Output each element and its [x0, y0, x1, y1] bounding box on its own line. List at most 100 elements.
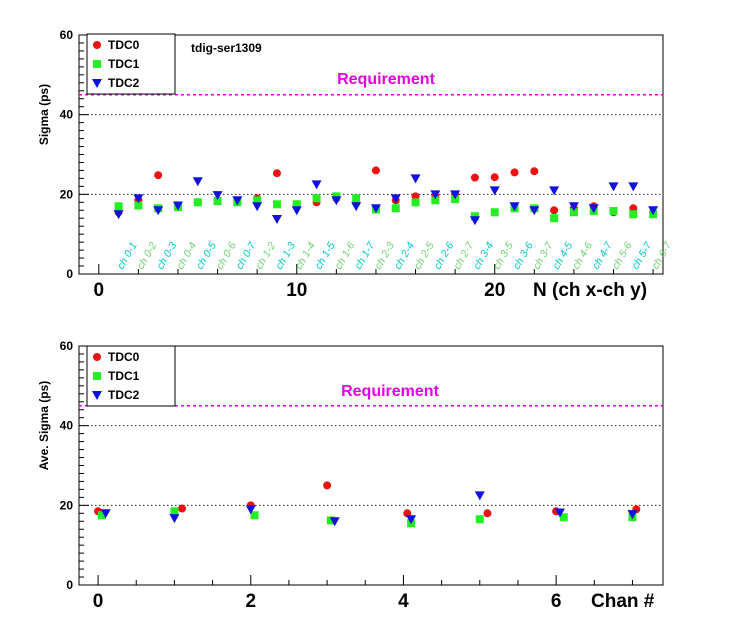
y-axis-label: Sigma (ps)	[37, 84, 51, 145]
x-axis-label: N (ch x-ch y)	[533, 280, 647, 301]
data-point-tdc1	[559, 513, 568, 522]
data-point-tdc2	[529, 206, 540, 216]
data-point-tdc1	[250, 511, 259, 520]
data-point-tdc1	[213, 197, 222, 206]
x-axis-label: Chan #	[591, 591, 655, 612]
data-point-tdc1	[475, 515, 484, 524]
requirement-label: Requirement	[341, 383, 439, 400]
data-point-tdc1	[629, 210, 638, 219]
data-point-tdc2	[100, 509, 111, 519]
legend-marker-tdc0	[93, 353, 101, 361]
data-point-tdc2	[648, 206, 659, 216]
data-point-tdc1	[609, 207, 618, 216]
y-tick-label: 40	[60, 108, 74, 122]
data-point-tdc0	[178, 504, 187, 513]
data-point-tdc1	[170, 507, 179, 516]
legend-box	[86, 345, 176, 407]
data-point-tdc2	[169, 514, 180, 524]
data-point-tdc2	[568, 202, 579, 212]
legend-marker-tdc2	[92, 391, 102, 400]
data-point-tdc0	[371, 166, 380, 175]
data-point-tdc2	[232, 196, 243, 206]
x-tick-label: 2	[245, 591, 256, 612]
requirement-label: Requirement	[337, 71, 435, 88]
data-point-tdc1	[391, 204, 400, 213]
data-point-tdc1	[253, 196, 262, 205]
data-point-tdc2	[245, 505, 256, 515]
data-point-tdc2	[430, 190, 441, 200]
data-point-tdc2	[554, 508, 565, 518]
legend-label: TDC2	[108, 76, 140, 90]
data-point-tdc2	[608, 182, 619, 192]
data-point-tdc0	[272, 169, 281, 178]
legend-marker-tdc0	[93, 41, 101, 49]
data-point-tdc0	[483, 509, 492, 518]
data-point-tdc2	[271, 215, 282, 225]
data-point-tdc1	[292, 200, 301, 209]
data-point-tdc1	[352, 194, 361, 203]
data-point-tdc0	[490, 173, 499, 182]
data-point-tdc2	[549, 186, 560, 196]
legend-box	[86, 33, 176, 95]
legend-marker-tdc2	[92, 79, 102, 88]
y-tick-label: 0	[66, 267, 73, 281]
y-axis-label: Ave. Sigma (ps)	[37, 381, 51, 471]
data-point-tdc1	[114, 202, 123, 211]
data-point-tdc2	[331, 196, 342, 206]
y-tick-label: 20	[60, 498, 74, 512]
y-tick-label: 60	[60, 28, 74, 42]
data-point-tdc2	[390, 194, 401, 204]
y-tick-label: 0	[66, 578, 73, 592]
data-point-tdc2	[450, 190, 461, 200]
data-point-tdc0	[530, 167, 539, 176]
data-point-tdc2	[489, 186, 500, 196]
data-point-tdc0	[470, 173, 479, 182]
chart-annotation: tdig-ser1309	[191, 41, 262, 55]
data-point-tdc2	[113, 210, 124, 220]
data-point-tdc2	[212, 191, 223, 201]
legend-marker-tdc1	[93, 60, 101, 68]
legend-label: TDC1	[108, 369, 140, 383]
data-point-tdc2	[351, 202, 362, 212]
data-point-tdc2	[192, 177, 203, 187]
data-point-tdc1	[134, 201, 143, 210]
data-point-tdc0	[550, 206, 559, 215]
data-point-tdc2	[627, 510, 638, 520]
data-point-tdc1	[312, 194, 321, 203]
data-point-tdc1	[326, 516, 335, 525]
legend-label: TDC2	[108, 388, 140, 402]
data-point-tdc1	[431, 196, 440, 205]
data-point-tdc0	[323, 481, 332, 490]
bottom-chart-panel: 0 20 40 60 0 2 4 6 Requirement Chan # Ave. Sigma (…	[37, 339, 664, 612]
data-point-tdc1	[411, 198, 420, 207]
data-point-tdc0	[154, 171, 163, 180]
legend-label: TDC1	[108, 57, 140, 71]
data-point-tdc2	[509, 202, 520, 212]
data-point-tdc2	[252, 202, 263, 212]
category-label: ch 6-7	[649, 239, 675, 271]
x-tick-label: 4	[398, 591, 409, 612]
data-point-tdc2	[406, 515, 417, 525]
data-point-tdc1	[193, 198, 202, 207]
data-point-tdc2	[474, 491, 485, 501]
x-tick-label: 0	[94, 280, 105, 301]
y-tick-label: 40	[60, 419, 74, 433]
data-point-tdc2	[153, 206, 164, 216]
legend-label: TDC0	[108, 350, 140, 364]
data-point-tdc2	[311, 180, 322, 190]
data-point-tdc2	[291, 206, 302, 216]
y-tick-label: 20	[60, 187, 74, 201]
data-point-tdc2	[628, 182, 639, 192]
data-point-tdc1	[97, 511, 106, 520]
x-tick-label: 20	[484, 280, 505, 301]
x-tick-label: 6	[551, 591, 562, 612]
legend-label: TDC0	[108, 38, 140, 52]
y-tick-label: 60	[60, 339, 74, 353]
top-chart-panel: 0 20 40 60 0 10 20 Requirement N (ch x-ch y) Sigm…	[37, 28, 675, 301]
data-point-tdc1	[272, 200, 281, 209]
data-point-tdc2	[133, 194, 144, 204]
data-point-tdc1	[490, 208, 499, 217]
data-point-tdc2	[469, 216, 480, 226]
data-point-tdc1	[569, 208, 578, 217]
